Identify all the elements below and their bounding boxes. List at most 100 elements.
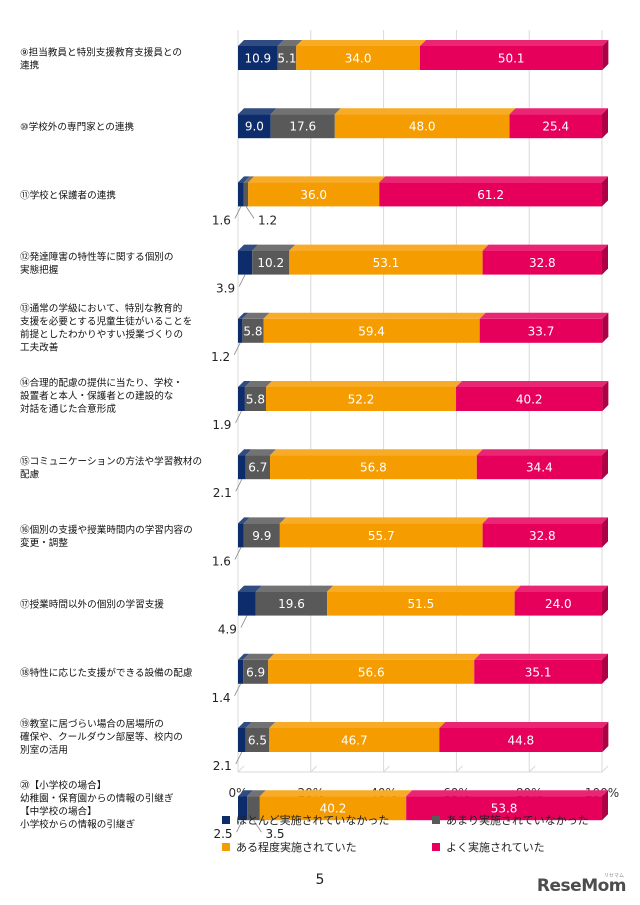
category-label: 幼稚園・保育園からの情報の引継ぎ [20, 793, 174, 805]
bar-segment [238, 250, 253, 275]
leader-line [240, 615, 248, 628]
bar-segment [238, 318, 243, 343]
bar-segment [243, 523, 280, 548]
category-label: 連携 [20, 60, 40, 72]
leader-line [233, 342, 241, 355]
data-label: 9.9 [252, 529, 271, 543]
legend-item-somewhat: ある程度実施されていた [222, 839, 357, 855]
category-label: 設置者と本人・保護者との建設的な [20, 390, 173, 402]
data-label: 40.2 [516, 393, 543, 407]
data-label: 40.2 [320, 802, 347, 816]
bar-side-face [602, 653, 608, 684]
category-label: ⑭合理的配慮の提供に当たり、学校・ [20, 377, 183, 389]
bar-top-face [245, 449, 277, 456]
bar-segment [439, 728, 603, 752]
category-label: 配慮 [20, 469, 40, 481]
category-label: ⑲教室に居づらい場合の居場所の [20, 718, 164, 730]
bar-top-face [238, 381, 251, 387]
bar-segment [327, 591, 515, 616]
legend-label-seldom: あまり実施されていなかった [446, 814, 589, 827]
bar-side-face [602, 585, 608, 616]
bar-segment [420, 46, 603, 70]
leader-line [235, 410, 242, 424]
bar-side-face [602, 449, 608, 480]
leader-line [235, 479, 243, 492]
bar-segment [476, 455, 602, 480]
bar-segment [277, 46, 297, 70]
bar-top-face [456, 381, 609, 387]
bar-side-face [602, 790, 608, 821]
data-label: 5.1 [277, 52, 296, 66]
category-label: 支援を必要とする児童生徒がいることを [20, 315, 192, 327]
bar-segment [259, 796, 407, 821]
bar-top-face [243, 653, 275, 660]
legend-label-often: よく実施されていた [446, 841, 545, 854]
data-label: 5.8 [246, 393, 265, 407]
category-label: 前提としたわかりやすい授業づくりの [20, 328, 183, 340]
leader-line [235, 751, 243, 765]
bar-top-face [289, 244, 489, 251]
leader-line [245, 206, 255, 219]
outside-data-label: 4.9 [218, 623, 237, 637]
bar-top-face [406, 790, 608, 797]
legend-item-often: よく実施されていた [432, 839, 545, 855]
data-label: 34.0 [345, 52, 372, 66]
bar-segment [456, 387, 603, 411]
data-label: 10.9 [244, 52, 271, 66]
category-label: ⑳【小学校の場合】 [20, 780, 106, 792]
bar-segment [238, 387, 245, 411]
outside-data-label: 1.4 [211, 691, 230, 705]
bar-top-face [252, 244, 296, 251]
data-label: 25.4 [542, 120, 569, 134]
bar-segment [266, 387, 457, 411]
bar-side-face [602, 517, 608, 548]
bar-segment [243, 659, 269, 684]
gridline-depth-5 [601, 765, 609, 773]
bar-segment [263, 318, 480, 343]
bar-top-face [244, 381, 273, 387]
bar-top-face [243, 176, 255, 183]
bar-side-face [602, 244, 608, 275]
bar-segment [269, 728, 440, 752]
category-label: 工夫改善 [20, 341, 59, 353]
bar-top-face [238, 244, 259, 251]
bar-segment [252, 250, 290, 275]
bar-segment [509, 114, 602, 139]
data-label: 9.0 [245, 120, 264, 134]
bar-top-face [238, 176, 250, 183]
outside-data-label: 1.9 [212, 418, 231, 432]
outside-data-label: 2.1 [213, 759, 232, 773]
bar-top-face [279, 517, 489, 524]
data-label: 46.7 [341, 734, 368, 748]
bar-top-face [277, 40, 303, 46]
bar-segment [334, 114, 510, 139]
category-label: 確保や、クールダウン部屋等、校内の [20, 731, 183, 743]
data-label: 56.8 [360, 461, 387, 475]
bar-side-face [602, 312, 609, 343]
bar-segment [514, 591, 602, 616]
gridline-depth-4 [528, 765, 536, 773]
data-label: 53.1 [373, 256, 400, 270]
data-label: 32.8 [529, 529, 556, 543]
bar-segment [242, 318, 264, 343]
category-label: ⑫発達障害の特性等に関する個別の [20, 251, 174, 263]
bar-top-face [238, 517, 250, 524]
bar-segment [479, 318, 603, 343]
bar-segment [268, 659, 475, 684]
data-label: 56.6 [358, 665, 385, 679]
gridline-depth-0 [237, 765, 245, 773]
resemom-logo: ReseMom リセマム [536, 873, 627, 896]
gridline-depth-2 [383, 765, 390, 773]
data-label: 36.0 [300, 188, 327, 202]
data-label: 24.0 [545, 597, 572, 611]
bar-top-face [482, 244, 608, 251]
bar-top-face [296, 40, 426, 46]
logo-text-rese: Rese [536, 876, 582, 896]
bar-segment [244, 387, 267, 411]
bar-top-face [439, 722, 609, 728]
data-label: 6.5 [248, 734, 267, 748]
bar-segment [289, 250, 483, 275]
bar-top-face [509, 108, 608, 115]
category-label: ⑪学校と保護者の連携 [20, 189, 116, 201]
